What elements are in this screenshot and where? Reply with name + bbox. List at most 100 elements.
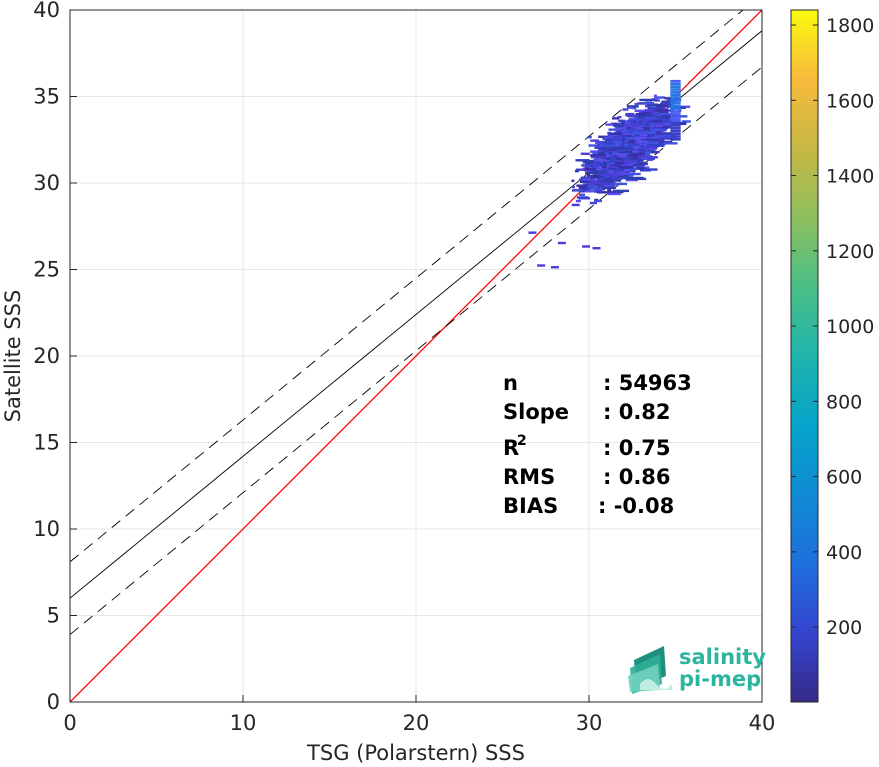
colorbar-tick-label: 1800 <box>826 15 874 37</box>
density-cell <box>609 168 616 172</box>
density-cell <box>616 130 620 133</box>
density-cell <box>613 159 621 163</box>
density-cell <box>615 153 629 156</box>
density-cell <box>644 108 649 112</box>
density-cell <box>615 172 628 175</box>
density-cell <box>626 154 638 157</box>
density-cell <box>623 175 629 178</box>
stat-label: BIAS <box>503 494 558 518</box>
y-tick-label: 0 <box>47 690 60 714</box>
density-cell <box>580 176 588 179</box>
density-cell <box>590 187 606 190</box>
y-tick-label: 40 <box>33 0 60 22</box>
x-axis-label: TSG (Polarstern) SSS <box>306 741 525 765</box>
density-cell <box>557 241 566 245</box>
density-cell <box>670 96 681 100</box>
density-cell <box>595 157 599 160</box>
density-cell <box>607 192 621 196</box>
density-cell <box>626 174 634 177</box>
density-cell <box>638 129 648 132</box>
density-cell <box>655 121 660 124</box>
density-cell <box>613 189 630 193</box>
density-cell <box>590 139 600 142</box>
density-cell <box>646 136 660 139</box>
density-cell <box>670 104 681 108</box>
density-cell <box>670 115 681 119</box>
density-cell <box>626 126 634 130</box>
density-cell <box>636 152 645 156</box>
density-cell <box>625 136 637 140</box>
density-cell <box>650 138 665 141</box>
y-tick-label: 10 <box>33 517 60 541</box>
density-cell <box>670 118 681 122</box>
density-cell <box>632 163 645 167</box>
stat-label: RMS <box>503 465 555 489</box>
density-cell <box>632 136 647 139</box>
density-cell <box>597 168 602 172</box>
y-tick-label: 30 <box>33 171 60 195</box>
density-cell <box>622 108 629 111</box>
density-cell <box>584 190 595 193</box>
density-cell <box>663 123 677 126</box>
density-cell <box>589 176 595 180</box>
density-cell <box>594 190 603 193</box>
density-cell <box>650 115 665 119</box>
density-cell <box>636 167 645 170</box>
density-cell <box>662 136 673 139</box>
colorbar-tick-label: 400 <box>826 542 862 564</box>
density-cell <box>613 182 628 186</box>
density-cell <box>587 175 591 178</box>
x-tick-label: 40 <box>749 711 776 735</box>
density-cell <box>675 115 688 118</box>
density-cell <box>639 98 655 102</box>
density-cell <box>646 144 657 147</box>
density-cell <box>639 114 649 118</box>
density-cell <box>625 112 635 116</box>
density-cell <box>647 106 664 110</box>
density-cell <box>575 199 581 203</box>
density-cell <box>587 135 592 139</box>
density-cell <box>618 119 626 122</box>
stat-value: : 0.75 <box>603 436 671 460</box>
density-cell <box>596 167 604 171</box>
density-cell <box>615 134 622 137</box>
density-cell <box>644 168 658 171</box>
density-cell <box>607 133 613 137</box>
density-cell <box>604 152 609 155</box>
density-cell <box>645 150 657 154</box>
density-cell <box>635 112 650 116</box>
density-cell <box>598 164 603 168</box>
density-cell <box>603 163 607 167</box>
density-cell <box>605 123 619 126</box>
density-cell <box>654 96 666 99</box>
density-cell <box>580 152 590 155</box>
density-cell <box>642 111 651 115</box>
density-cell <box>670 82 681 86</box>
density-cell <box>670 129 681 133</box>
density-cell <box>591 150 606 153</box>
y-tick-label: 20 <box>33 344 60 368</box>
density-cell <box>632 106 637 110</box>
density-cell <box>640 145 645 148</box>
density-cell <box>537 264 546 267</box>
density-cell <box>644 151 651 154</box>
density-cell <box>670 107 681 111</box>
density-cell <box>591 182 604 185</box>
density-cell <box>632 146 641 149</box>
density-cell <box>612 169 629 173</box>
density-cell <box>654 128 664 131</box>
density-cell <box>628 119 636 122</box>
density-cell <box>670 90 681 94</box>
stat-label: Slope <box>503 400 569 424</box>
density-cell <box>598 141 604 144</box>
density-cell <box>663 134 677 137</box>
density-cell <box>610 158 618 161</box>
density-cell <box>598 180 614 183</box>
colorbar-tick-label: 1600 <box>826 90 874 112</box>
density-cell <box>590 174 604 178</box>
density-cell <box>578 186 586 190</box>
density-cell <box>614 155 619 158</box>
density-cell <box>571 185 575 189</box>
density-cell <box>614 149 626 153</box>
density-cell <box>670 135 681 138</box>
